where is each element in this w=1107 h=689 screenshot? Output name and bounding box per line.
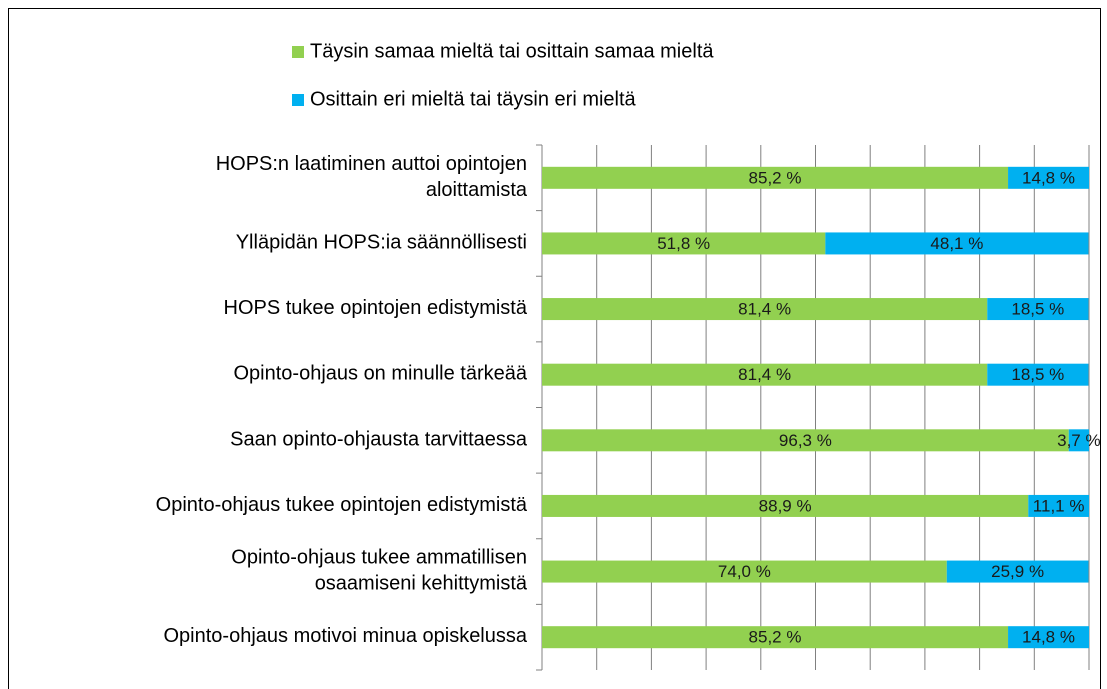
value-label: 85,2 % (749, 628, 802, 647)
value-label: 18,5 % (1011, 365, 1064, 384)
value-label: 25,9 % (991, 562, 1044, 581)
bar-segment (542, 626, 1009, 649)
value-label: 48,1 % (930, 234, 983, 253)
value-label: 3,7 % (1057, 431, 1100, 450)
value-label: 51,8 % (657, 234, 710, 253)
chart-border (8, 8, 1101, 689)
category-line: Saan opinto-ohjausta tarvittaessa (230, 429, 528, 451)
bar-segment (825, 232, 1089, 255)
bar-segment (987, 363, 1089, 386)
category-label: Ylläpidän HOPS:ia säännöllisesti (236, 232, 527, 254)
bar-segment (542, 429, 1069, 452)
category-line: osaamiseni kehittymistä (315, 573, 528, 595)
bar-segment (542, 232, 826, 255)
bar-segment (542, 494, 1029, 517)
value-label: 74,0 % (718, 562, 771, 581)
category-label: Opinto-ohjaus on minulle tärkeää (233, 363, 527, 385)
bar-segment (542, 560, 947, 583)
value-label: 88,9 % (759, 496, 812, 515)
value-label: 11,1 % (1033, 496, 1085, 515)
bar-segment (987, 298, 1089, 321)
category-line: Opinto-ohjaus tukee ammatillisen (231, 547, 527, 569)
bar-segment (542, 166, 1009, 189)
value-label: 14,8 % (1022, 168, 1075, 187)
value-label: 85,2 % (749, 168, 802, 187)
legend-swatch (292, 94, 304, 106)
value-label: 14,8 % (1022, 628, 1075, 647)
bar-segment (1008, 626, 1089, 649)
category-label: Opinto-ohjaus tukee opintojen edistymist… (156, 494, 528, 516)
value-label: 81,4 % (738, 365, 791, 384)
category-label: HOPS tukee opintojen edistymistä (224, 297, 528, 319)
bar-segment (542, 363, 988, 386)
category-line: HOPS:n laatiminen auttoi opintojen (216, 153, 527, 175)
category-label: Saan opinto-ohjausta tarvittaessa (230, 429, 528, 451)
category-line: Opinto-ohjaus on minulle tärkeää (233, 363, 527, 385)
category-label: Opinto-ohjaus motivoi minua opiskelussa (163, 625, 527, 647)
bar-segment (1068, 429, 1089, 452)
legend-swatch (292, 46, 304, 58)
bar-segment (1028, 494, 1089, 517)
category-line: Opinto-ohjaus tukee opintojen edistymist… (156, 494, 528, 516)
bar-segment (946, 560, 1089, 583)
legend-label: Osittain eri mieltä tai täysin eri mielt… (310, 88, 637, 110)
category-line: HOPS tukee opintojen edistymistä (224, 297, 528, 319)
category-label: HOPS:n laatiminen auttoi opintojen aloitt… (216, 153, 528, 201)
bar-segment (542, 298, 988, 321)
category-line: Ylläpidän HOPS:ia säännöllisesti (236, 232, 527, 254)
value-label: 18,5 % (1011, 300, 1064, 319)
category-line: Opinto-ohjaus motivoi minua opiskelussa (163, 625, 527, 647)
category-line: aloittamista (426, 179, 528, 201)
category-label: Opinto-ohjaus tukee ammatillisen osaamise… (231, 547, 528, 595)
value-label: 81,4 % (738, 300, 791, 319)
legend-label: Täysin samaa mieltä tai osittain samaa m… (310, 40, 714, 62)
bar-segment (1008, 166, 1089, 189)
value-label: 96,3 % (779, 431, 832, 450)
